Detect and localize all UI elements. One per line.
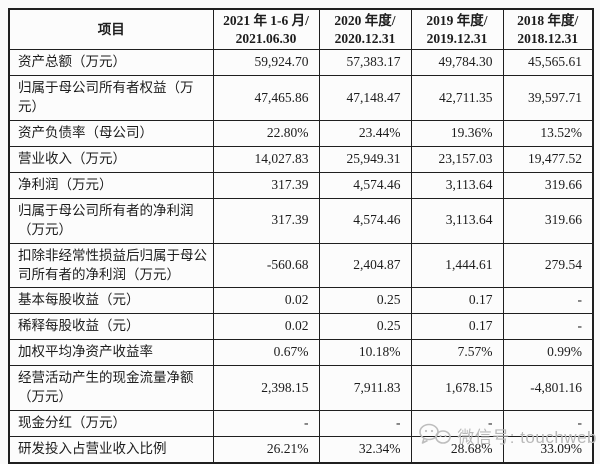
value-cell: -4,801.16 [502,365,594,412]
value-cell: 23,157.03 [410,145,504,173]
value-cell: 14,027.83 [212,145,320,173]
value-cell: 0.17 [410,313,504,341]
value-cell: 319.66 [502,171,594,199]
row-label: 净利润（万元） [8,171,214,199]
value-cell: 23.44% [318,119,412,147]
value-cell: 47,465.86 [212,75,320,121]
row-label: 扣除非经常性损益后归属于母公 司所有者的净利润（万元） [8,242,214,289]
value-cell: - [502,313,594,341]
value-cell: 2,404.87 [318,242,412,289]
value-cell: 42,711.35 [410,75,504,121]
value-cell: 19,477.52 [502,145,594,173]
column-header-item: 项目 [8,8,214,51]
value-cell: 319.66 [502,197,594,244]
row-label: 营业收入（万元） [8,145,214,173]
value-cell: - [212,410,320,438]
value-cell: 7.57% [410,339,504,367]
row-label: 加权平均净资产收益率 [8,339,214,367]
value-cell: 279.54 [502,242,594,289]
financial-summary-table: 项目 2021 年 1-6 月/ 2021.06.30 2020 年度/ 202… [8,8,594,464]
value-cell: 317.39 [212,171,320,199]
table-row: 资产总额（万元） 59,924.70 57,383.17 49,784.30 4… [8,49,594,77]
value-cell: 19.36% [410,119,504,147]
value-cell: 4,574.46 [318,171,412,199]
table-row: 加权平均净资产收益率 0.67% 10.18% 7.57% 0.99% [8,339,594,367]
value-cell: 2,398.15 [212,365,320,412]
value-cell: 4,574.46 [318,197,412,244]
row-label: 研发投入占营业收入比例 [8,436,214,464]
table-row: 归属于母公司所有者权益（万 元） 47,465.86 47,148.47 42,… [8,75,594,121]
value-cell: 39,597.71 [502,75,594,121]
value-cell: 32.34% [318,436,412,464]
table-row: 资产负债率（母公司） 22.80% 23.44% 19.36% 13.52% [8,119,594,147]
value-cell: 57,383.17 [318,49,412,77]
watermark: 微信号: touchweb [418,422,597,448]
table-header-row: 项目 2021 年 1-6 月/ 2021.06.30 2020 年度/ 202… [8,8,594,51]
value-cell: - [318,410,412,438]
value-cell: 0.02 [212,313,320,341]
table-row: 营业收入（万元） 14,027.83 25,949.31 23,157.03 1… [8,145,594,173]
value-cell: 1,444.61 [410,242,504,289]
value-cell: 13.52% [502,119,594,147]
value-cell: 0.02 [212,287,320,315]
value-cell: -560.68 [212,242,320,289]
value-cell: 10.18% [318,339,412,367]
value-cell: 0.67% [212,339,320,367]
value-cell: 47,148.47 [318,75,412,121]
value-cell: 317.39 [212,197,320,244]
column-header-2018: 2018 年度/ 2018.12.31 [502,8,594,51]
table-row: 归属于母公司所有者的净利润 （万元） 317.39 4,574.46 3,113… [8,197,594,244]
table-row: 稀释每股收益（元） 0.02 0.25 0.17 - [8,313,594,341]
row-label: 经营活动产生的现金流量净额 （万元） [8,365,214,412]
value-cell: 7,911.83 [318,365,412,412]
value-cell: 49,784.30 [410,49,504,77]
column-header-2021h1: 2021 年 1-6 月/ 2021.06.30 [212,8,320,51]
value-cell: - [502,410,594,438]
value-cell: 0.17 [410,287,504,315]
row-label: 归属于母公司所有者的净利润 （万元） [8,197,214,244]
value-cell: 22.80% [212,119,320,147]
value-cell: - [502,287,594,315]
value-cell: 59,924.70 [212,49,320,77]
value-cell: 0.25 [318,313,412,341]
row-label: 稀释每股收益（元） [8,313,214,341]
value-cell: 0.25 [318,287,412,315]
column-header-2020: 2020 年度/ 2020.12.31 [318,8,412,51]
value-cell: 3,113.64 [410,197,504,244]
table-row: 现金分红（万元） - - - - [8,410,594,438]
wechat-icon [418,422,452,448]
value-cell: 1,678.15 [410,365,504,412]
value-cell: 25,949.31 [318,145,412,173]
value-cell: 45,565.61 [502,49,594,77]
table-row: 基本每股收益（元） 0.02 0.25 0.17 - [8,287,594,315]
row-label: 资产负债率（母公司） [8,119,214,147]
value-cell: 0.99% [502,339,594,367]
row-label: 归属于母公司所有者权益（万 元） [8,75,214,121]
column-header-2019: 2019 年度/ 2019.12.31 [410,8,504,51]
row-label: 基本每股收益（元） [8,287,214,315]
row-label: 资产总额（万元） [8,49,214,77]
watermark-text: 微信号: touchweb [457,427,597,447]
row-label: 现金分红（万元） [8,410,214,438]
table-row: 净利润（万元） 317.39 4,574.46 3,113.64 319.66 [8,171,594,199]
value-cell: 3,113.64 [410,171,504,199]
value-cell: 26.21% [212,436,320,464]
table-row: 扣除非经常性损益后归属于母公 司所有者的净利润（万元） -560.68 2,40… [8,242,594,289]
table-row: 经营活动产生的现金流量净额 （万元） 2,398.15 7,911.83 1,6… [8,365,594,412]
